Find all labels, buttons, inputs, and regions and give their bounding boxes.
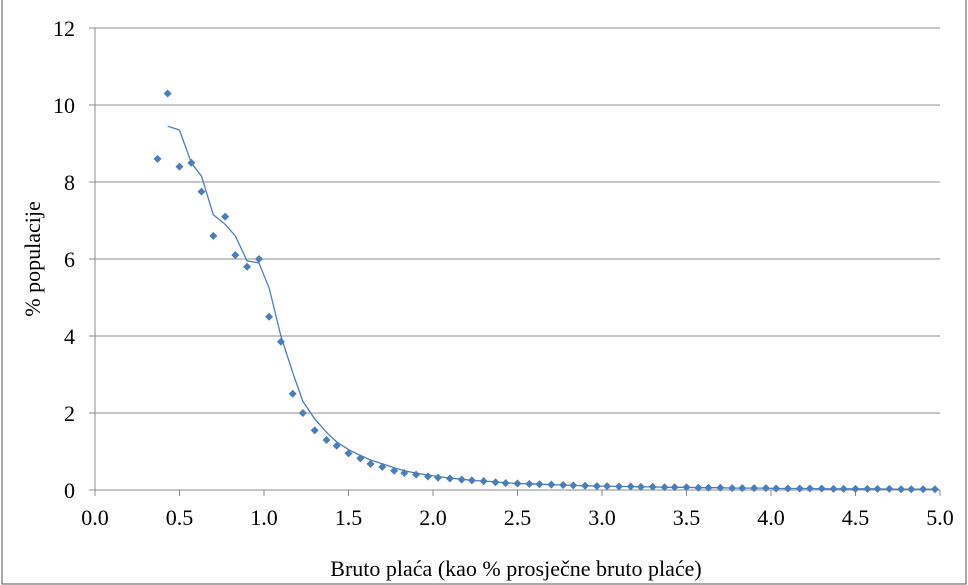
data-point-marker: [366, 459, 375, 468]
data-point-marker: [344, 449, 353, 458]
y-tick-label: 0: [64, 478, 75, 503]
y-tick-labels: 0 2 4 6 8 10 12: [53, 16, 75, 503]
y-tick-label: 6: [64, 247, 75, 272]
data-point-marker: [209, 231, 218, 240]
x-tick-label: 2.0: [419, 505, 447, 530]
data-point-marker: [265, 312, 274, 321]
x-tick-label: 5.0: [926, 505, 954, 530]
series-line: [167, 125, 935, 490]
y-tick-label: 12: [53, 16, 75, 41]
data-point-marker: [423, 472, 432, 481]
data-point-marker: [288, 389, 297, 398]
data-point-marker: [163, 89, 172, 98]
data-point-marker: [231, 251, 240, 260]
x-tick-label: 0.5: [166, 505, 194, 530]
x-tick-label: 0.0: [81, 505, 109, 530]
y-tick-label: 8: [64, 170, 75, 195]
data-point-marker: [434, 473, 443, 482]
data-point-marker: [298, 409, 307, 417]
x-tick-label: 3.0: [588, 505, 616, 530]
data-point-marker: [175, 162, 184, 171]
data-point-marker: [221, 212, 230, 221]
x-tick-label: 1.0: [250, 505, 278, 530]
x-tick-label: 2.5: [504, 505, 532, 530]
y-tick-label: 4: [64, 324, 75, 349]
y-axis-label: % populacije: [20, 201, 45, 316]
x-tick-label: 4.0: [757, 505, 785, 530]
data-point-marker: [930, 485, 939, 494]
data-point-marker: [322, 435, 331, 444]
data-point-marker: [243, 262, 252, 271]
x-tick-labels: 0.0 0.5 1.0 1.5 2.0 2.5 3.0 3.5 4.0 4.5 5.0: [81, 505, 954, 530]
series-layer: [153, 89, 939, 494]
x-axis-label: Bruto plaća (kao % prosječne bruto plaće…: [330, 556, 701, 581]
y-tick-label: 10: [53, 93, 75, 118]
x-tick-label: 1.5: [335, 505, 363, 530]
y-tick-label: 2: [64, 401, 75, 426]
data-point-marker: [197, 187, 206, 196]
data-point-marker: [254, 255, 263, 263]
x-tick-label: 4.5: [842, 505, 870, 530]
data-point-marker: [412, 470, 421, 479]
gridlines: [95, 27, 940, 414]
data-point-marker: [153, 154, 162, 163]
axes: [89, 27, 941, 496]
data-point-marker: [310, 426, 319, 435]
x-tick-label: 3.5: [673, 505, 701, 530]
data-point-marker: [332, 441, 341, 450]
